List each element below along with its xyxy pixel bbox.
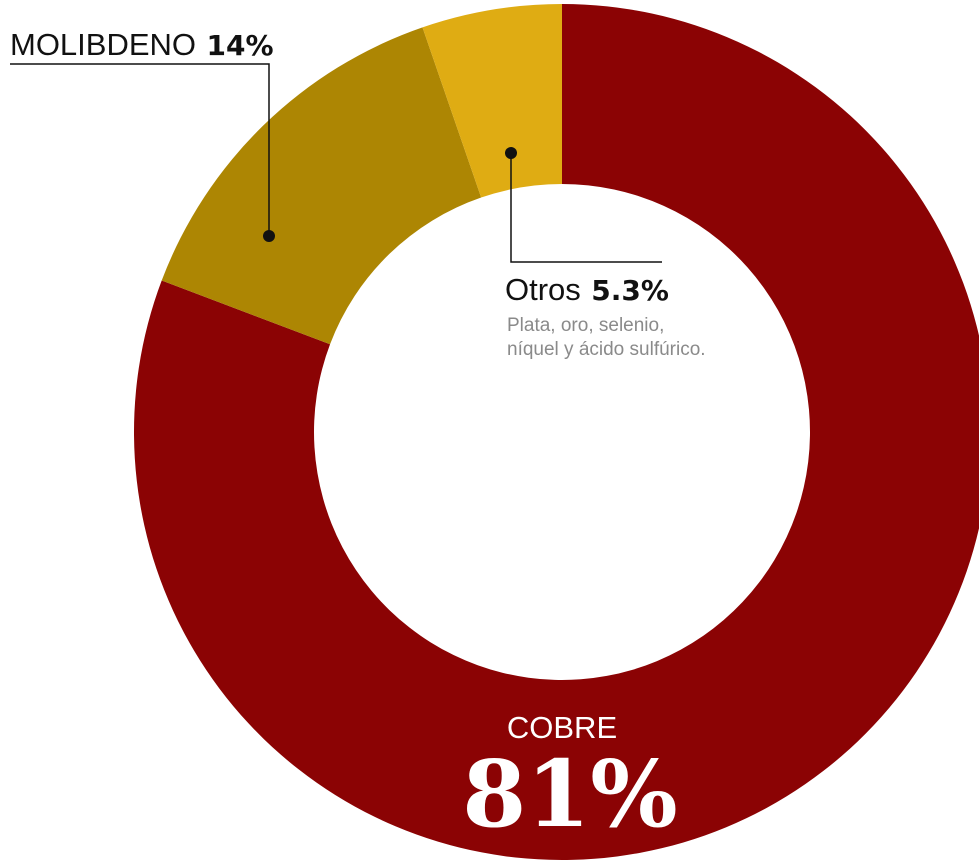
label-otros-value: 5.3%	[591, 274, 669, 307]
label-otros-name: Otros	[505, 272, 581, 307]
leader-dot-molibdeno	[263, 230, 275, 242]
slice-cobre	[133, 4, 979, 860]
label-molibdeno: MOLIBDENO 14%	[10, 27, 274, 62]
label-otros: Otros 5.3%	[505, 272, 669, 307]
slice-molibdeno	[161, 27, 482, 345]
label-molibdeno-name: MOLIBDENO	[10, 27, 196, 62]
label-cobre-name: COBRE	[507, 710, 617, 745]
leader-line-otros	[510, 153, 662, 263]
leader-line-molibdeno	[10, 63, 270, 236]
donut-slices	[133, 4, 979, 860]
slice-otros	[422, 4, 562, 198]
label-cobre-value: 81%	[462, 740, 677, 848]
leader-dot-otros	[505, 147, 517, 159]
label-otros-note-line-2: níquel y ácido sulfúrico.	[507, 339, 706, 360]
label-otros-note-line-1: Plata, oro, selenio,	[507, 315, 664, 336]
label-molibdeno-value: 14%	[206, 29, 273, 62]
